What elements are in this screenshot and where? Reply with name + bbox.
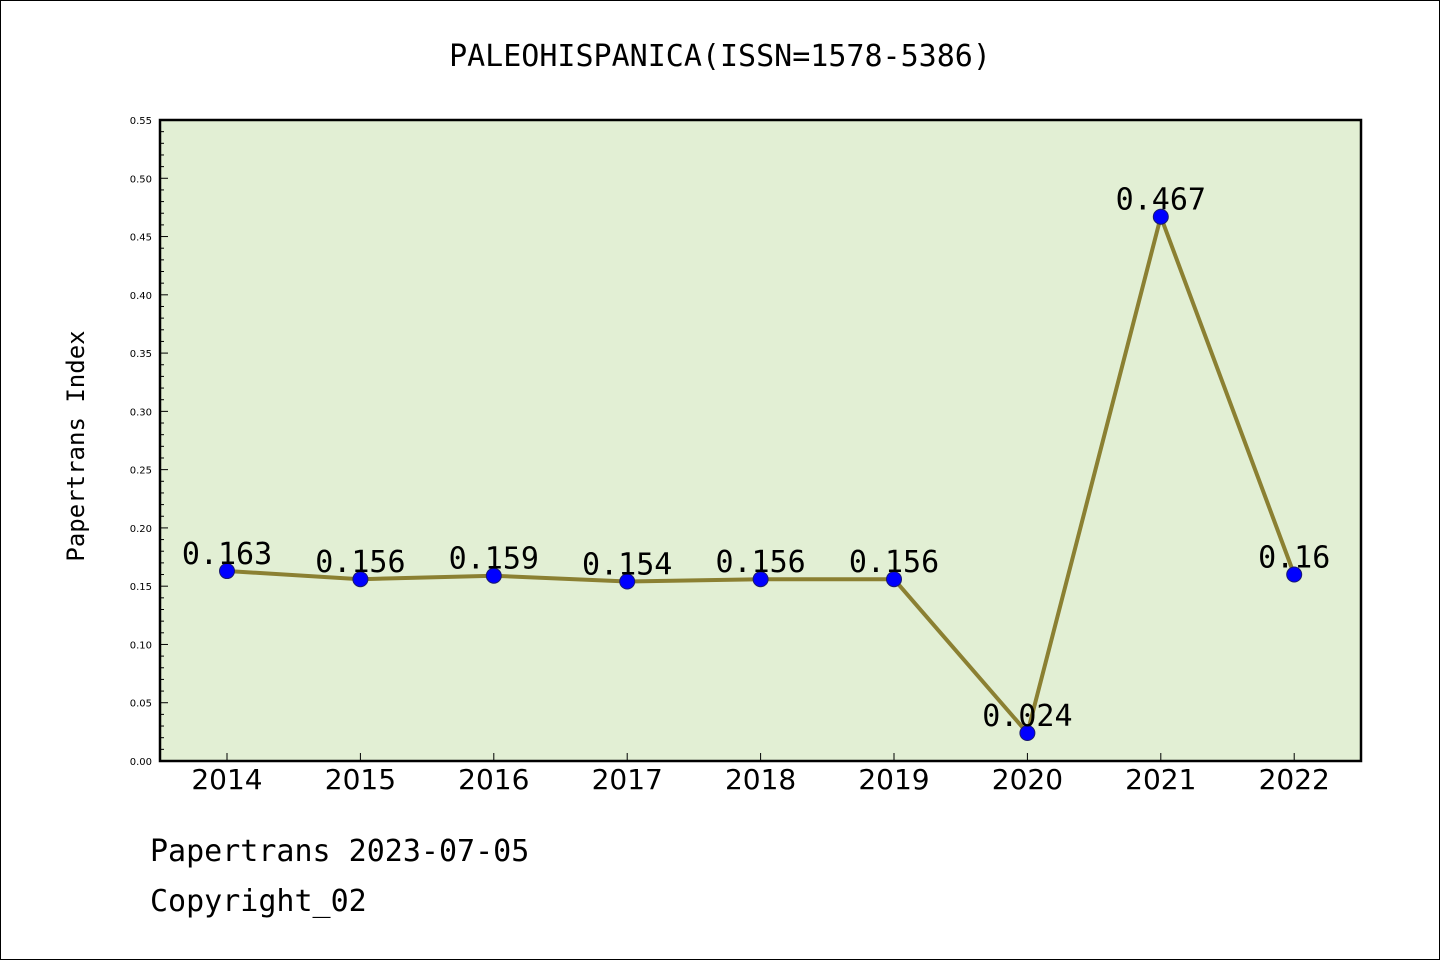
- data-label: 0.024: [982, 699, 1072, 734]
- y-tick-label: 0.35: [130, 349, 152, 360]
- y-tick-label: 0.20: [130, 524, 152, 535]
- x-tick-label: 2016: [458, 763, 529, 796]
- y-tick-label: 0.10: [130, 640, 152, 651]
- x-axis: 2014 2015 2016 2017 2018 2019 2020 2021 2022: [191, 753, 1330, 796]
- x-tick-label: 2022: [1259, 763, 1330, 796]
- data-label: 0.156: [315, 545, 405, 580]
- x-tick-label: 2021: [1125, 763, 1196, 796]
- data-label: 0.16: [1258, 541, 1330, 576]
- x-tick-label: 2017: [592, 763, 663, 796]
- y-tick-label: 0.15: [130, 582, 152, 593]
- data-point: [752, 571, 769, 588]
- x-tick-label: 2020: [992, 763, 1063, 796]
- y-axis: 0.00 0.05 0.10 0.15 0.20 0.25 0.30 0.35 0.40 0.45…: [130, 116, 168, 768]
- data-point: [619, 573, 636, 590]
- y-tick-label: 0.00: [130, 757, 152, 768]
- x-tick-label: 2014: [191, 763, 262, 796]
- data-point: [219, 563, 235, 580]
- y-tick-label: 0.40: [130, 291, 152, 302]
- data-label: 0.159: [449, 542, 539, 577]
- y-tick-label: 0.45: [130, 233, 152, 244]
- data-markers: [219, 208, 1303, 742]
- data-label: 0.156: [849, 545, 939, 580]
- data-labels: 0.163 0.156 0.159 0.154 0.156 0.156 0.024 0.467…: [182, 183, 1330, 734]
- data-point: [1019, 725, 1036, 742]
- y-tick-label: 0.05: [130, 699, 152, 710]
- data-label: 0.154: [582, 548, 672, 583]
- x-tick-label: 2018: [725, 763, 796, 796]
- data-label: 0.163: [182, 537, 272, 572]
- data-point: [1152, 208, 1169, 225]
- x-tick-label: 2015: [325, 763, 396, 796]
- data-label: 0.467: [1116, 183, 1206, 218]
- plot-area: [158, 118, 1363, 763]
- y-tick-label: 0.55: [130, 116, 152, 127]
- y-axis-label: Papertrans Index: [62, 330, 90, 561]
- y-tick-label: 0.50: [130, 174, 152, 185]
- y-tick-label: 0.25: [130, 466, 152, 477]
- footer-date-line: Papertrans 2023-07-05: [150, 834, 530, 869]
- x-tick-label: 2019: [858, 763, 929, 796]
- data-point: [1286, 566, 1303, 583]
- data-label: 0.156: [715, 545, 805, 580]
- data-point: [886, 571, 902, 588]
- y-tick-label: 0.30: [130, 407, 152, 418]
- data-point: [485, 567, 502, 584]
- footer-copyright: Copyright_02: [150, 884, 367, 919]
- data-point: [352, 571, 369, 588]
- chart-title: PALEOHISPANICA(ISSN=1578-5386): [449, 39, 991, 74]
